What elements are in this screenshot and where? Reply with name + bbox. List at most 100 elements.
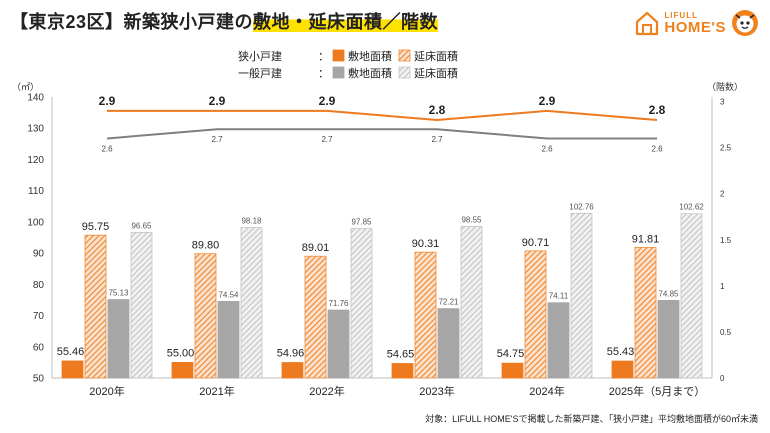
x-tick-label: 2023年 (419, 384, 454, 398)
logo-top-text: LIFULL (664, 10, 698, 20)
y-tick-label: 50 (33, 374, 45, 385)
x-tick-label: 2025年（5月まで） (609, 384, 706, 398)
y2-tick-label: 3 (720, 98, 725, 107)
title-highlight: 敷地・延床面積／階数 (253, 8, 439, 34)
bar-solid-gray (657, 300, 680, 379)
x-tick-label: 2021年 (199, 384, 234, 398)
bar-value-label: 74.11 (549, 292, 569, 301)
legend-swatch (398, 66, 411, 79)
line-value-label: 2.6 (101, 144, 113, 153)
line-value-label: 2.9 (319, 94, 336, 108)
bar-solid-orange (611, 360, 634, 379)
line-value-label: 2.9 (209, 94, 226, 108)
floors-line-general (106, 128, 657, 140)
legend-separator: ： (318, 68, 329, 80)
house-icon (636, 11, 659, 36)
bar-hatch-gray (240, 227, 263, 379)
legend-group-label: 一般戸建 (238, 66, 282, 80)
bar-hatch-gray (570, 212, 593, 379)
line-value-label: 2.7 (211, 135, 223, 144)
line-value-label: 2.7 (431, 135, 443, 144)
line-value-label: 2.6 (651, 144, 663, 153)
bar-solid-orange (61, 360, 84, 379)
logo-bottom-text: HOME'S (664, 18, 726, 36)
bar-hatch-orange (304, 255, 327, 379)
line-value-label: 2.7 (321, 135, 333, 144)
mascot-icon (732, 10, 758, 36)
y-tick-label: 70 (33, 311, 45, 322)
bar-hatch-orange (524, 250, 547, 379)
legend-swatch (332, 66, 345, 79)
legend-item-label: 敷地面積 (348, 49, 392, 63)
bar-value-label: 89.80 (192, 240, 220, 252)
bar-solid-gray (217, 300, 240, 379)
line-value-label: 2.9 (539, 94, 556, 108)
line-value-label: 2.8 (649, 103, 666, 117)
y-tick-label: 140 (27, 93, 44, 104)
line-value-label: 2.8 (429, 103, 446, 117)
bar-value-label: 102.76 (569, 202, 594, 211)
bar-hatch-gray (680, 213, 703, 379)
x-tick-label: 2020年 (89, 384, 124, 398)
line-value-label: 2.9 (99, 94, 116, 108)
bar-solid-orange (391, 363, 414, 379)
chart-title: 【東京23区】新築狭小戸建の 敷地・延床面積／階数 (10, 6, 439, 36)
bar-hatch-orange (634, 247, 657, 379)
y-tick-label: 130 (27, 124, 44, 135)
bar-hatch-gray (350, 228, 373, 379)
bar-solid-gray (547, 302, 570, 379)
bar-value-label: 96.65 (131, 221, 152, 230)
bar-hatch-gray (460, 226, 483, 379)
bars (61, 212, 703, 379)
bar-solid-gray (327, 309, 350, 379)
y-tick-label: 110 (28, 186, 44, 197)
y-tick-label: 120 (27, 155, 44, 166)
bar-value-label: 91.81 (632, 233, 660, 245)
bar-value-label: 89.01 (302, 242, 330, 254)
y2-tick-label: 1 (720, 282, 725, 291)
bar-value-label: 74.54 (218, 290, 239, 299)
y-tick-label: 60 (33, 342, 45, 353)
y2-tick-label: 2.5 (720, 144, 732, 153)
bar-value-label: 55.43 (607, 346, 635, 358)
bar-hatch-gray (130, 231, 153, 379)
bar-solid-orange (501, 362, 524, 379)
y2-tick-label: 0.5 (720, 328, 732, 337)
bar-solid-orange (281, 362, 304, 379)
title-prefix: 【東京23区】新築狭小戸建の (10, 12, 254, 32)
data-labels: 55.46 55.00 54.96 54.65 54.75 55.43 95.75 89.80… (57, 94, 705, 361)
bar-hatch-orange (84, 234, 107, 379)
legend-item-label: 延床面積 (414, 49, 458, 63)
bar-value-label: 90.71 (522, 237, 550, 249)
y2-tick-label: 0 (720, 374, 725, 383)
bar-value-label: 72.21 (438, 298, 459, 307)
y-axis-unit-label: （㎡） (12, 82, 39, 92)
bar-value-label: 54.75 (497, 348, 525, 360)
bar-value-label: 54.65 (387, 348, 415, 360)
bar-value-label: 90.31 (412, 238, 440, 250)
legend-swatch (332, 49, 345, 62)
bar-value-label: 95.75 (82, 221, 110, 233)
axes: （㎡） （階数） 50 60 70 80 90 100 110 120 130 140 0 0.5 1 1.5… (12, 81, 743, 398)
legend-separator: ： (318, 51, 329, 63)
legend-swatch (398, 49, 411, 62)
legend-item-label: 延床面積 (414, 66, 458, 80)
legend-item-label: 敷地面積 (348, 66, 392, 80)
footnote: 対象：LIFULL HOME'Sで掲載した新築戸建、「狭小戸建」平均敷地面積が6… (425, 414, 758, 424)
bar-value-label: 75.13 (108, 289, 129, 298)
bar-value-label: 98.18 (241, 217, 262, 226)
bar-hatch-orange (414, 251, 437, 379)
lines (106, 109, 658, 140)
y2-tick-label: 2 (720, 190, 725, 199)
bar-solid-gray (107, 299, 130, 379)
floors-line-narrow (107, 109, 658, 122)
bar-solid-orange (171, 361, 194, 379)
bar-value-label: 71.76 (328, 299, 349, 308)
bar-value-label: 98.55 (461, 215, 482, 224)
x-tick-label: 2022年 (309, 384, 344, 398)
x-tick-label: 2024年 (529, 384, 564, 398)
lifull-homes-logo: LIFULL HOME'S (634, 8, 760, 38)
line-value-label: 2.6 (541, 144, 553, 153)
bar-value-label: 54.96 (277, 348, 305, 360)
